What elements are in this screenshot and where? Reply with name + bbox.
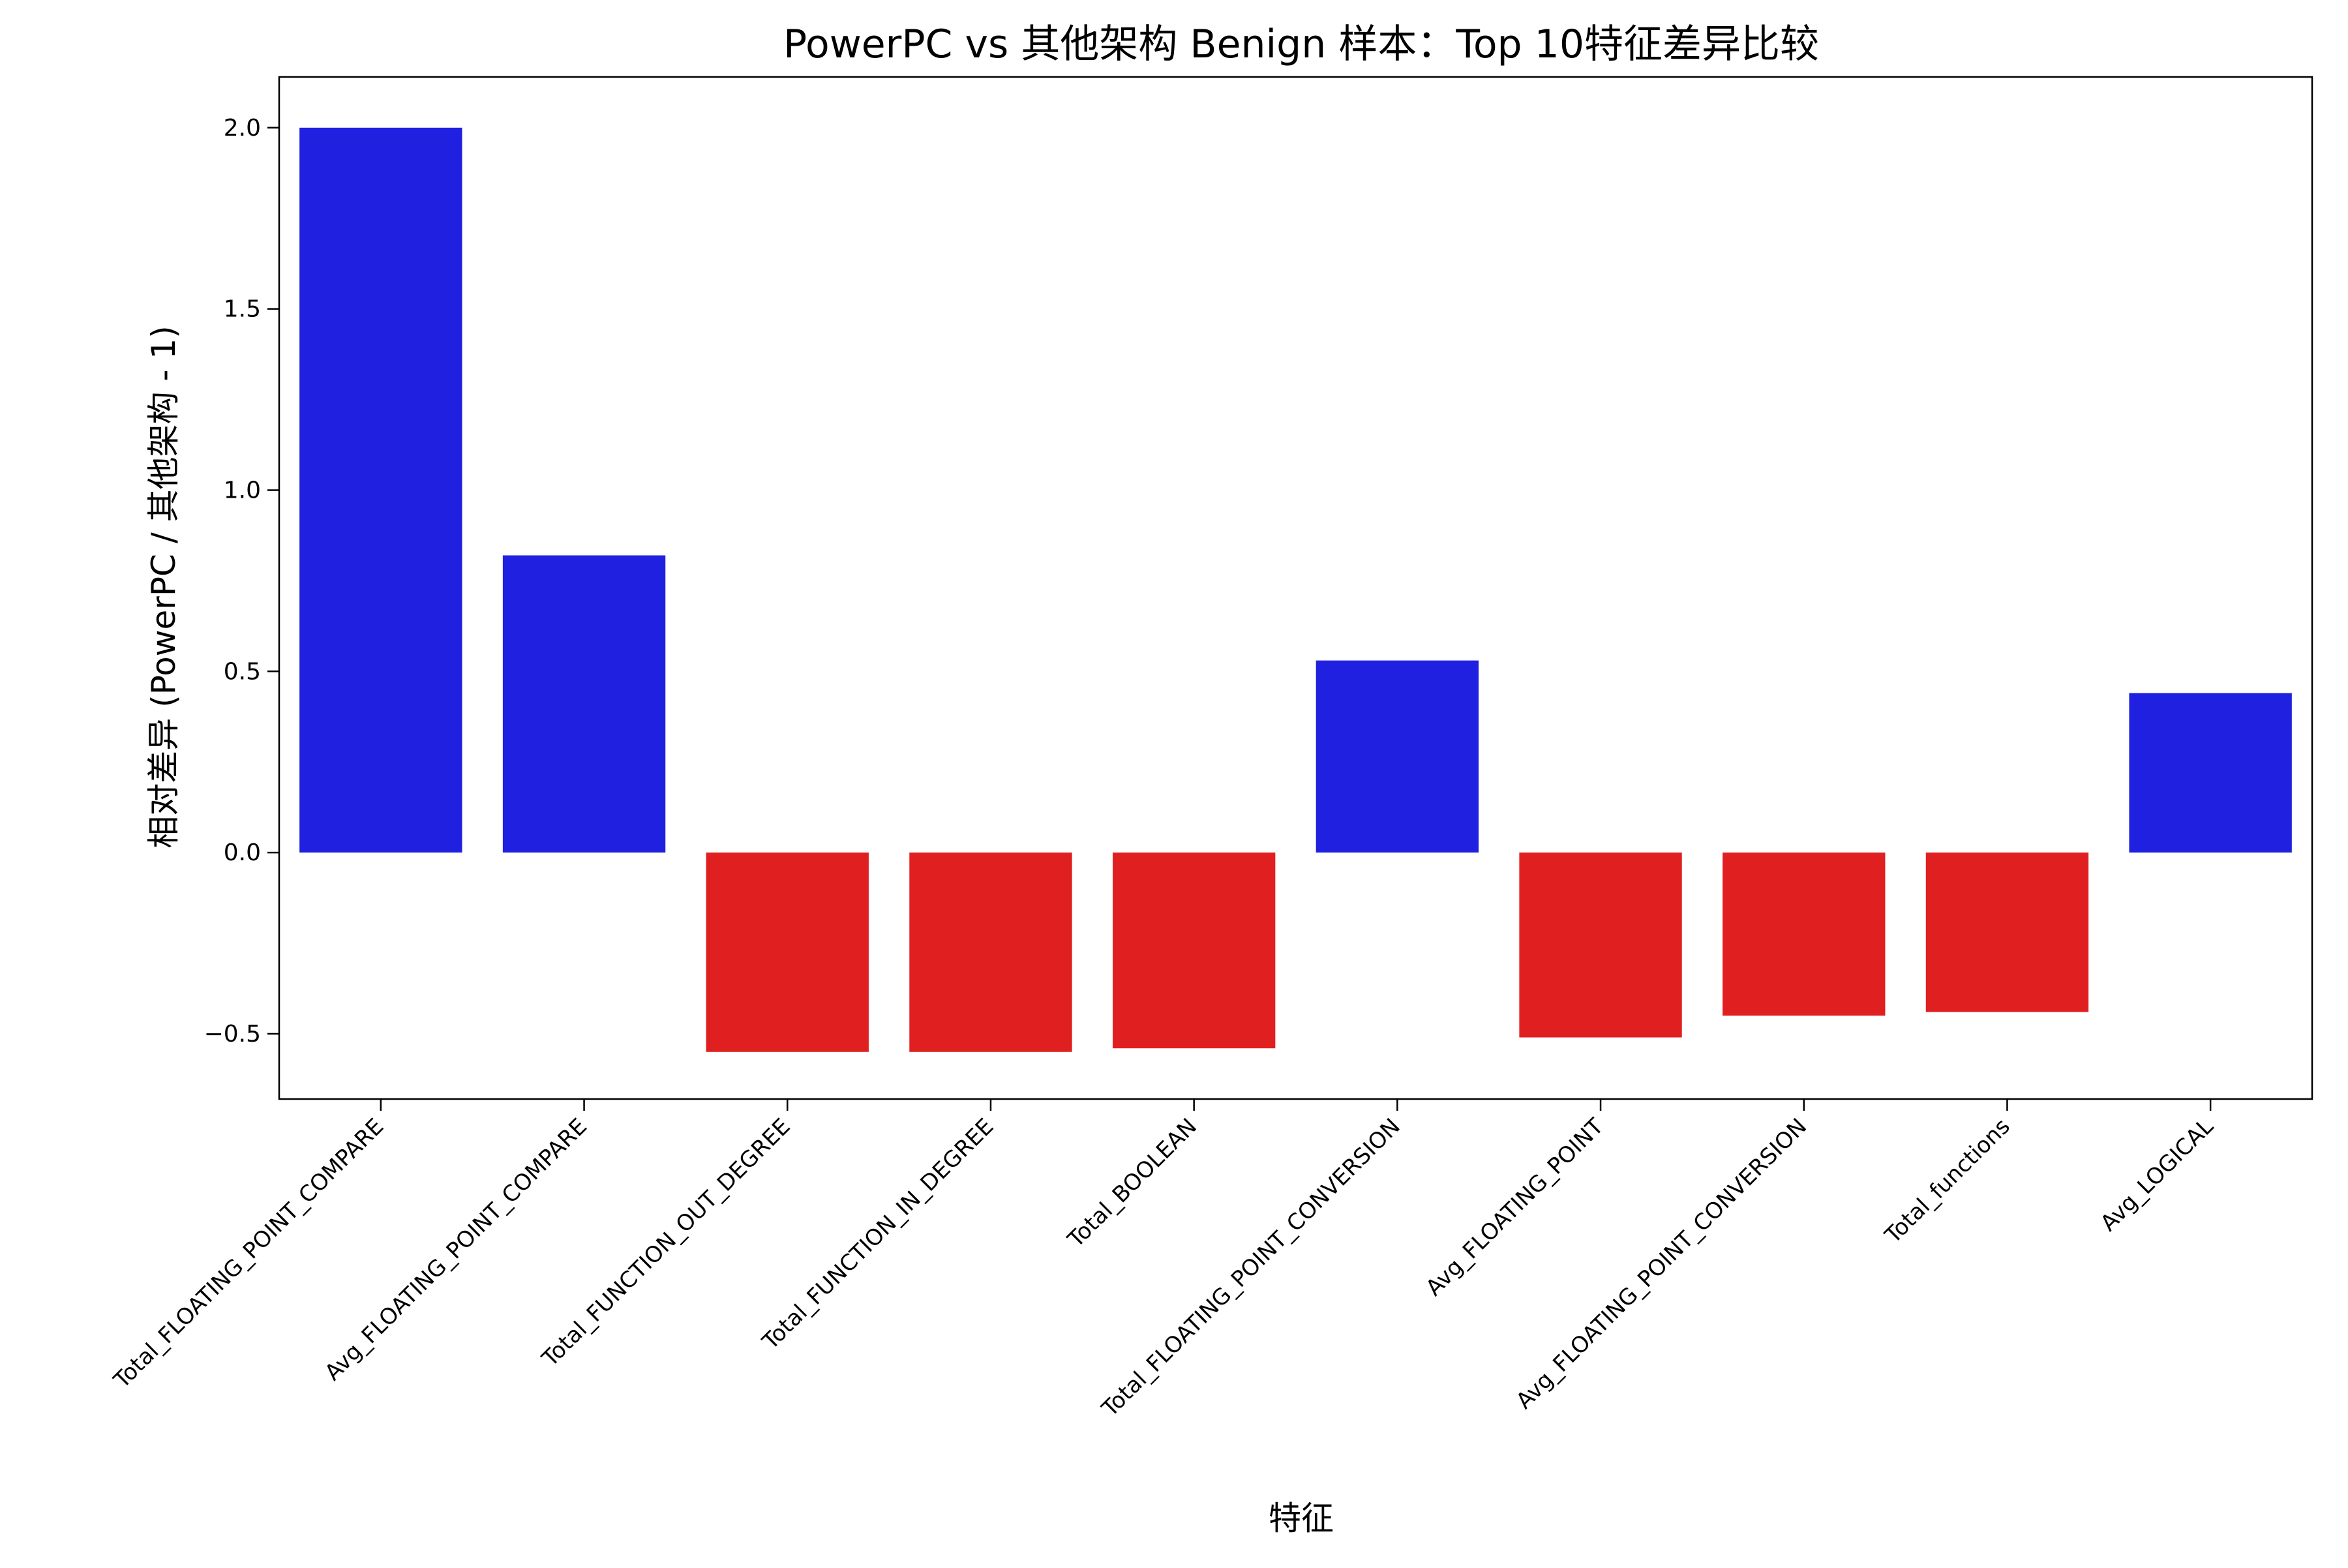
bar xyxy=(1112,852,1276,1049)
bar xyxy=(1723,852,1886,1016)
y-tick-label: 2.0 xyxy=(224,115,261,142)
plot-frame xyxy=(278,76,2313,1100)
bar xyxy=(909,852,1072,1052)
bars-layer xyxy=(299,127,2292,1052)
chart-title: PowerPC vs 其他架构 Benign 样本：Top 10特征差异比较 xyxy=(783,22,1819,67)
x-axis-label: 特征 xyxy=(1269,1500,1334,1537)
y-tick-label: 1.0 xyxy=(224,477,261,504)
y-tick-label: 0.0 xyxy=(224,839,261,866)
bar xyxy=(706,852,869,1052)
y-tick-label: −0.5 xyxy=(204,1021,261,1048)
y-tick-label: 0.5 xyxy=(224,658,261,685)
bar xyxy=(1925,852,2089,1012)
bar xyxy=(2129,693,2292,853)
bar xyxy=(299,127,462,853)
bar xyxy=(1316,660,1479,853)
y-axis-label: 相对差异 (PowerPC / 其他架构 - 1) xyxy=(145,325,183,848)
bar xyxy=(502,555,666,853)
y-ticks: −0.5 0.0 0.5 1.0 1.5 2.0 xyxy=(204,115,279,1048)
bar xyxy=(1519,852,1682,1038)
y-tick-label: 1.5 xyxy=(224,296,261,323)
